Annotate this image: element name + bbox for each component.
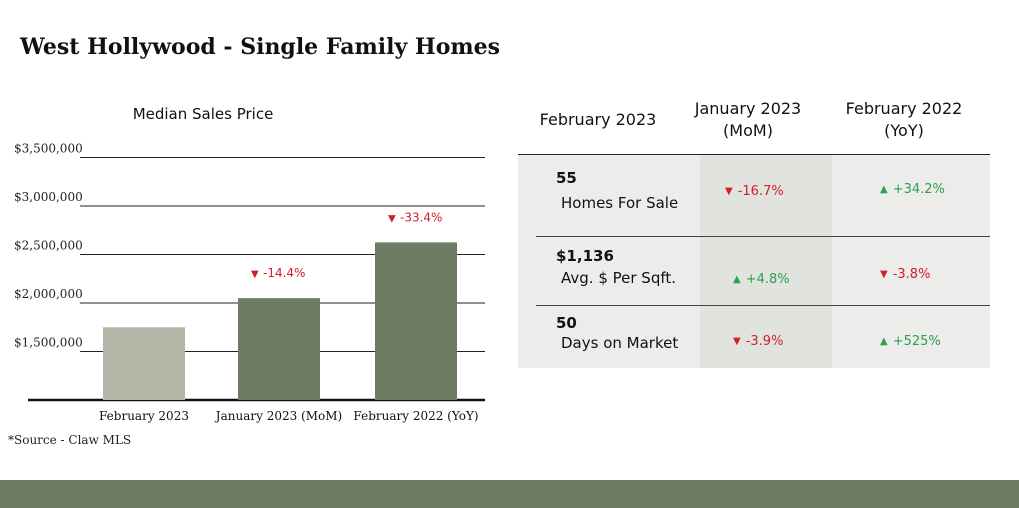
source-note: *Source - Claw MLS — [8, 433, 132, 447]
column-bg-yoy — [832, 154, 990, 368]
bar-1 — [103, 327, 185, 400]
header-current: February 2023 — [518, 109, 678, 131]
column-bg-mom — [700, 154, 832, 368]
triangle-down-icon: ▼ — [880, 269, 888, 280]
chart-title: Median Sales Price — [133, 105, 274, 123]
header-yoy-line1: February 2022 — [845, 99, 963, 118]
triangle-down-icon: ▼ — [251, 269, 259, 280]
triangle-up-icon: ▲ — [733, 274, 741, 285]
y-tick-label: $3,500,000 — [14, 142, 83, 156]
data-label: -14.4% — [263, 266, 305, 280]
y-tick-label: $1,500,000 — [14, 336, 83, 350]
bar-2 — [238, 298, 320, 400]
metric-label: Avg. $ Per Sqft. — [561, 269, 677, 287]
triangle-down-icon: ▼ — [388, 213, 396, 224]
table-top-rule — [518, 154, 990, 155]
triangle-down-icon: ▼ — [725, 186, 733, 197]
mom-change: ▼ -16.7% — [725, 184, 784, 199]
mom-change: ▼ -3.9% — [733, 334, 783, 349]
x-tick-label: February 2023 — [99, 409, 189, 423]
yoy-change: ▼ -3.8% — [880, 267, 930, 282]
header-yoy-line2: (YoY) — [884, 121, 924, 140]
page-title: West Hollywood - Single Family Homes — [20, 34, 501, 60]
triangle-up-icon: ▲ — [880, 336, 888, 347]
metric-value: 55 — [556, 169, 577, 187]
row-divider — [536, 305, 990, 306]
header-mom: January 2023 (MoM) — [678, 98, 818, 142]
header-current-line: February 2023 — [539, 110, 657, 129]
x-tick-label: January 2023 (MoM) — [214, 409, 342, 423]
data-label: -33.4% — [400, 210, 442, 224]
metric-label: Homes For Sale — [561, 194, 679, 212]
y-tick-label: $2,500,000 — [14, 239, 83, 253]
y-tick-label: $2,000,000 — [14, 287, 83, 301]
yoy-change-value: -3.8% — [892, 267, 931, 282]
metric-value: 50 — [556, 314, 577, 332]
table-header: February 2023 January 2023 (MoM) Februar… — [518, 96, 990, 154]
x-tick-label: February 2022 (YoY) — [353, 409, 478, 423]
mom-change: ▲ +4.8% — [733, 272, 790, 287]
header-mom-line2: (MoM) — [723, 121, 773, 140]
mom-change-value: -16.7% — [737, 184, 784, 199]
yoy-change-value: +525% — [892, 334, 941, 349]
metric-value: $1,136 — [556, 247, 614, 265]
triangle-down-icon: ▼ — [733, 336, 741, 347]
metric-label: Days on Market — [561, 334, 679, 352]
footer-bar — [0, 480, 1019, 508]
header-mom-line1: January 2023 — [694, 99, 802, 118]
yoy-change: ▲ +34.2% — [880, 182, 945, 197]
table-body: 55 Homes For Sale ▼ -16.7% ▲ +34.2% $1,136… — [518, 154, 990, 368]
row-divider — [536, 236, 990, 237]
yoy-change: ▲ +525% — [880, 334, 941, 349]
mom-change-value: +4.8% — [745, 272, 790, 287]
triangle-up-icon: ▲ — [880, 184, 888, 195]
median-price-chart: Median Sales Price $1,500,000 $2,000,000 $… — [14, 105, 485, 423]
mom-change-value: -3.9% — [745, 334, 784, 349]
header-yoy: February 2022 (YoY) — [818, 98, 990, 142]
column-bg-current — [518, 154, 700, 368]
yoy-change-value: +34.2% — [892, 182, 945, 197]
bar-3 — [375, 242, 457, 400]
y-tick-label: $3,000,000 — [14, 190, 83, 204]
